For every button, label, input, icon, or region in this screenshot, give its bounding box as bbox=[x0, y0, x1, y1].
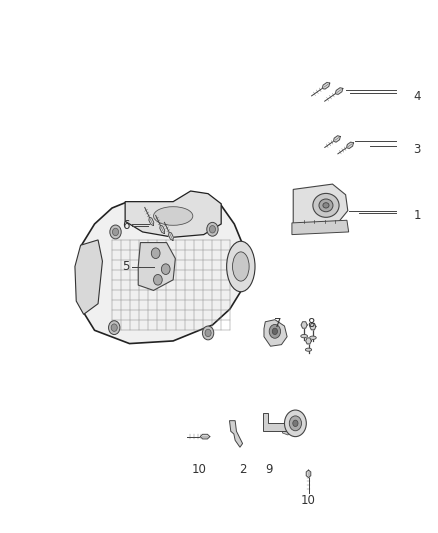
Polygon shape bbox=[149, 217, 154, 225]
Text: 4: 4 bbox=[413, 90, 421, 103]
Circle shape bbox=[111, 324, 117, 332]
Polygon shape bbox=[138, 243, 175, 290]
Circle shape bbox=[293, 420, 298, 426]
Ellipse shape bbox=[301, 335, 307, 338]
Ellipse shape bbox=[153, 207, 193, 225]
Polygon shape bbox=[306, 470, 311, 478]
Text: 2: 2 bbox=[239, 463, 247, 476]
Ellipse shape bbox=[226, 241, 255, 292]
Text: 10: 10 bbox=[301, 494, 316, 507]
Polygon shape bbox=[301, 322, 307, 328]
Polygon shape bbox=[283, 426, 292, 435]
Ellipse shape bbox=[233, 252, 249, 281]
Ellipse shape bbox=[313, 193, 339, 217]
Polygon shape bbox=[75, 240, 102, 314]
Polygon shape bbox=[263, 413, 287, 431]
Polygon shape bbox=[293, 184, 348, 229]
Circle shape bbox=[272, 328, 278, 335]
Circle shape bbox=[153, 274, 162, 285]
Circle shape bbox=[151, 248, 160, 259]
Polygon shape bbox=[322, 83, 330, 89]
Circle shape bbox=[202, 326, 214, 340]
Polygon shape bbox=[230, 421, 243, 447]
Circle shape bbox=[207, 222, 218, 236]
Polygon shape bbox=[346, 142, 353, 149]
Ellipse shape bbox=[319, 199, 333, 212]
Text: 8: 8 bbox=[307, 317, 314, 330]
Text: 5: 5 bbox=[122, 260, 130, 273]
Polygon shape bbox=[306, 338, 311, 344]
Polygon shape bbox=[200, 434, 210, 439]
Ellipse shape bbox=[305, 348, 311, 351]
Ellipse shape bbox=[310, 336, 316, 340]
Polygon shape bbox=[160, 225, 165, 233]
Polygon shape bbox=[77, 192, 243, 344]
Circle shape bbox=[285, 410, 306, 437]
Circle shape bbox=[209, 225, 215, 233]
Circle shape bbox=[109, 321, 120, 335]
Polygon shape bbox=[264, 320, 287, 346]
Text: 6: 6 bbox=[122, 219, 130, 232]
Text: 10: 10 bbox=[192, 463, 207, 476]
Polygon shape bbox=[292, 220, 349, 235]
Polygon shape bbox=[125, 191, 221, 237]
Text: 3: 3 bbox=[413, 143, 420, 156]
Circle shape bbox=[113, 228, 119, 236]
Circle shape bbox=[161, 264, 170, 274]
Polygon shape bbox=[333, 136, 340, 142]
Text: 1: 1 bbox=[413, 209, 421, 222]
Text: 7: 7 bbox=[274, 317, 282, 330]
Circle shape bbox=[269, 325, 281, 338]
Circle shape bbox=[110, 225, 121, 239]
Text: 9: 9 bbox=[265, 463, 273, 476]
Polygon shape bbox=[310, 324, 316, 330]
Ellipse shape bbox=[323, 203, 329, 208]
Circle shape bbox=[205, 329, 211, 337]
Circle shape bbox=[289, 416, 301, 431]
Polygon shape bbox=[335, 88, 343, 94]
Polygon shape bbox=[169, 232, 173, 240]
